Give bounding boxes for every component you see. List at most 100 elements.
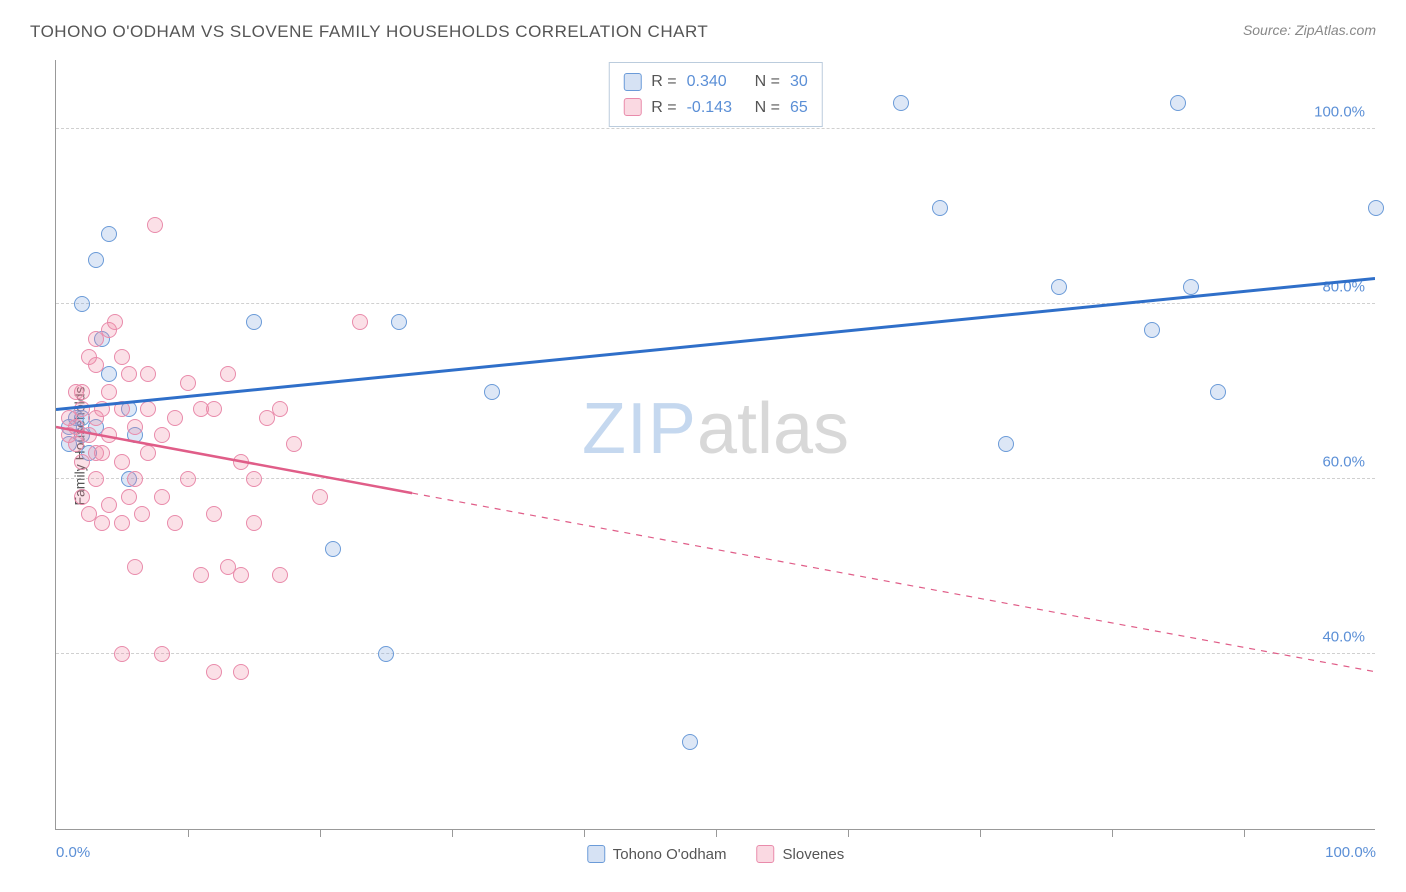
legend-label: Slovenes — [783, 846, 845, 863]
gridline — [56, 653, 1375, 654]
data-point — [107, 314, 123, 330]
data-point — [893, 95, 909, 111]
x-tick — [452, 829, 453, 837]
data-point — [101, 497, 117, 513]
data-point — [352, 314, 368, 330]
data-point — [140, 445, 156, 461]
data-point — [114, 646, 130, 662]
x-tick-label: 0.0% — [56, 844, 90, 861]
trendlines — [56, 60, 1375, 829]
data-point — [1051, 279, 1067, 295]
data-point — [94, 401, 110, 417]
data-point — [272, 401, 288, 417]
data-point — [167, 410, 183, 426]
data-point — [101, 384, 117, 400]
data-point — [134, 506, 150, 522]
x-tick — [716, 829, 717, 837]
legend-swatch — [623, 73, 641, 91]
data-point — [180, 375, 196, 391]
data-point — [233, 454, 249, 470]
data-point — [998, 436, 1014, 452]
legend-row: R = -0.143 N = 65 — [623, 95, 807, 121]
data-point — [101, 226, 117, 242]
data-point — [167, 515, 183, 531]
data-point — [246, 515, 262, 531]
data-point — [127, 419, 143, 435]
data-point — [68, 384, 84, 400]
data-point — [154, 427, 170, 443]
data-point — [206, 664, 222, 680]
gridline — [56, 128, 1375, 129]
n-label: N = — [755, 95, 780, 121]
data-point — [101, 427, 117, 443]
data-point — [140, 401, 156, 417]
x-tick — [188, 829, 189, 837]
r-label: R = — [651, 69, 676, 95]
data-point — [81, 427, 97, 443]
data-point — [312, 489, 328, 505]
legend-label: Tohono O'odham — [613, 846, 727, 863]
watermark: ZIPatlas — [582, 388, 849, 470]
x-tick — [320, 829, 321, 837]
legend-swatch — [757, 845, 775, 863]
scatter-chart: ZIPatlas 40.0%60.0%80.0%100.0%0.0%100.0%… — [55, 60, 1375, 830]
x-tick — [848, 829, 849, 837]
data-point — [154, 489, 170, 505]
data-point — [233, 567, 249, 583]
data-point — [1183, 279, 1199, 295]
data-point — [88, 252, 104, 268]
data-point — [114, 515, 130, 531]
data-point — [286, 436, 302, 452]
x-tick — [584, 829, 585, 837]
data-point — [220, 366, 236, 382]
source-attribution: Source: ZipAtlas.com — [1243, 22, 1376, 38]
series-legend: Tohono O'odham Slovenes — [587, 845, 845, 863]
data-point — [682, 734, 698, 750]
data-point — [1144, 322, 1160, 338]
legend-item: Slovenes — [757, 845, 845, 863]
n-value: 30 — [790, 69, 808, 95]
data-point — [378, 646, 394, 662]
data-point — [1368, 200, 1384, 216]
r-label: R = — [651, 95, 676, 121]
data-point — [206, 401, 222, 417]
n-label: N = — [755, 69, 780, 95]
data-point — [484, 384, 500, 400]
legend-item: Tohono O'odham — [587, 845, 727, 863]
data-point — [88, 471, 104, 487]
data-point — [140, 366, 156, 382]
data-point — [1170, 95, 1186, 111]
legend-row: R = 0.340 N = 30 — [623, 69, 807, 95]
y-tick-label: 80.0% — [1322, 279, 1365, 296]
y-tick-label: 100.0% — [1314, 104, 1365, 121]
data-point — [193, 567, 209, 583]
n-value: 65 — [790, 95, 808, 121]
data-point — [74, 296, 90, 312]
data-point — [180, 471, 196, 487]
data-point — [325, 541, 341, 557]
correlation-legend: R = 0.340 N = 30 R = -0.143 N = 65 — [608, 62, 822, 127]
legend-swatch — [623, 98, 641, 116]
x-tick — [1244, 829, 1245, 837]
data-point — [154, 646, 170, 662]
data-point — [233, 664, 249, 680]
chart-title: TOHONO O'ODHAM VS SLOVENE FAMILY HOUSEHO… — [30, 22, 708, 42]
data-point — [88, 445, 104, 461]
data-point — [1210, 384, 1226, 400]
x-tick-label: 100.0% — [1325, 844, 1376, 861]
data-point — [391, 314, 407, 330]
data-point — [272, 567, 288, 583]
x-tick — [980, 829, 981, 837]
data-point — [147, 217, 163, 233]
data-point — [246, 471, 262, 487]
data-point — [88, 357, 104, 373]
data-point — [121, 366, 137, 382]
data-point — [114, 401, 130, 417]
data-point — [114, 454, 130, 470]
x-tick — [1112, 829, 1113, 837]
data-point — [101, 366, 117, 382]
data-point — [246, 314, 262, 330]
gridline — [56, 303, 1375, 304]
data-point — [94, 515, 110, 531]
data-point — [127, 559, 143, 575]
